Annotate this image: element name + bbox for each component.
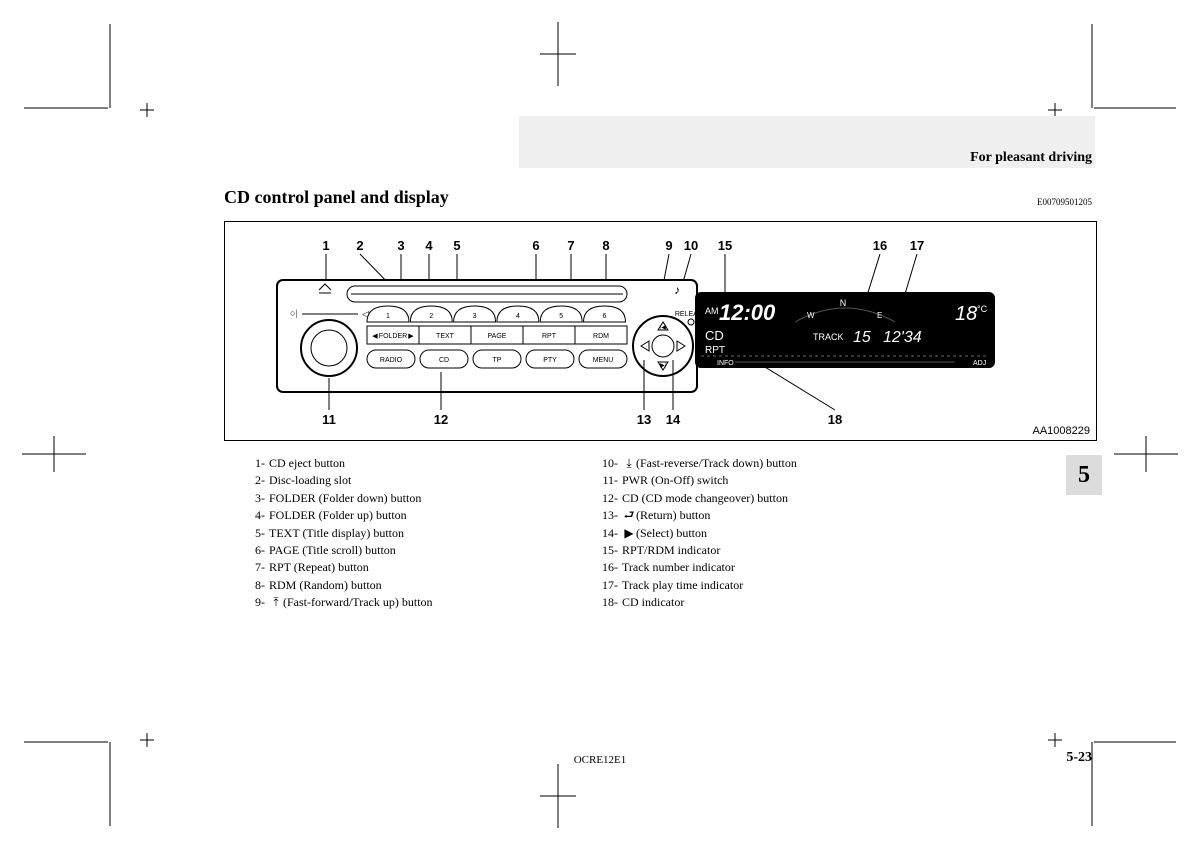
svg-text:RADIO: RADIO <box>380 357 403 364</box>
legend-item: 4- FOLDER (Folder up) button <box>245 507 585 524</box>
page-number: 5-23 <box>1066 750 1092 766</box>
svg-text:4: 4 <box>516 313 520 320</box>
svg-text:MENU: MENU <box>593 357 614 364</box>
legend-right: 10-⤓ (Fast-reverse/Track down) button11-… <box>598 455 958 612</box>
svg-text:2: 2 <box>429 313 433 320</box>
svg-text:PAGE: PAGE <box>488 333 507 340</box>
svg-text:RPT: RPT <box>705 345 725 356</box>
svg-text:N: N <box>840 298 847 308</box>
legend-left: 1- CD eject button2- Disc-loading slot3-… <box>245 455 585 612</box>
svg-text:CD: CD <box>705 328 724 343</box>
svg-text:10: 10 <box>684 238 698 253</box>
svg-text:6: 6 <box>603 313 607 320</box>
svg-text:INFO: INFO <box>717 360 734 367</box>
legend-item: 3- FOLDER (Folder down) button <box>245 490 585 507</box>
legend-item: 17- Track play time indicator <box>598 577 958 594</box>
svg-text:FOLDER: FOLDER <box>379 333 407 340</box>
legend-item: 2- Disc-loading slot <box>245 472 585 489</box>
legend-item: 11- PWR (On-Off) switch <box>598 472 958 489</box>
svg-text:15: 15 <box>853 329 871 346</box>
svg-text:▶|: ▶| <box>660 363 666 369</box>
svg-text:♪: ♪ <box>674 283 680 297</box>
document-id: E00709501205 <box>1037 197 1092 207</box>
svg-text:3: 3 <box>397 238 404 253</box>
svg-text:6: 6 <box>532 238 539 253</box>
page-title: CD control panel and display <box>224 187 449 208</box>
svg-text:TRACK: TRACK <box>813 332 844 342</box>
legend-item: 12- CD (CD mode changeover) button <box>598 490 958 507</box>
svg-text:ADJ: ADJ <box>973 360 986 367</box>
legend-item: 10-⤓ (Fast-reverse/Track down) button <box>598 455 958 472</box>
svg-text:3: 3 <box>473 313 477 320</box>
svg-text:14: 14 <box>666 412 681 427</box>
svg-text:|◀: |◀ <box>660 325 666 331</box>
svg-text:AM: AM <box>705 306 719 316</box>
svg-text:13: 13 <box>637 412 651 427</box>
svg-text:RDM: RDM <box>593 333 609 340</box>
legend-item: 15- RPT/RDM indicator <box>598 542 958 559</box>
svg-text:12:00: 12:00 <box>719 300 776 325</box>
svg-text:11: 11 <box>322 412 336 427</box>
svg-text:12'34: 12'34 <box>883 329 922 346</box>
svg-text:CD: CD <box>439 357 449 364</box>
legend-item: 5- TEXT (Title display) button <box>245 525 585 542</box>
diagram-frame: AA1008229 12345678910 <box>224 221 1097 441</box>
svg-text:4: 4 <box>425 238 433 253</box>
svg-text:◀: ◀ <box>372 333 378 340</box>
legend-item: 9-⤒ (Fast-forward/Track up) button <box>245 594 585 611</box>
svg-text:18: 18 <box>955 303 977 325</box>
svg-text:RPT: RPT <box>542 333 557 340</box>
svg-text:▶: ▶ <box>408 333 414 340</box>
svg-text:12: 12 <box>434 412 448 427</box>
legend-item: 14-▶ (Select) button <box>598 525 958 542</box>
legend-item: 1- CD eject button <box>245 455 585 472</box>
svg-text:2: 2 <box>356 238 363 253</box>
section-header: For pleasant driving <box>970 150 1092 166</box>
legend-item: 18- CD indicator <box>598 594 958 611</box>
svg-text:TEXT: TEXT <box>436 333 455 340</box>
svg-text:1: 1 <box>322 238 329 253</box>
chapter-tab: 5 <box>1066 455 1102 495</box>
svg-text:○|: ○| <box>290 308 297 318</box>
legend-item: 6- PAGE (Title scroll) button <box>245 542 585 559</box>
legend-item: 7- RPT (Repeat) button <box>245 559 585 576</box>
legend-item: 8- RDM (Random) button <box>245 577 585 594</box>
svg-text:°C: °C <box>977 304 988 314</box>
svg-text:W: W <box>807 311 815 320</box>
svg-text:E: E <box>877 311 882 320</box>
svg-text:7: 7 <box>567 238 574 253</box>
legend-item: 16- Track number indicator <box>598 559 958 576</box>
svg-text:9: 9 <box>665 238 672 253</box>
svg-text:1: 1 <box>386 313 390 320</box>
footer-code: OCRE12E1 <box>574 754 627 766</box>
legend-item: 13-⮐ (Return) button <box>598 507 958 524</box>
svg-text:8: 8 <box>602 238 609 253</box>
svg-text:17: 17 <box>910 238 924 253</box>
svg-text:TP: TP <box>493 357 502 364</box>
svg-text:5: 5 <box>453 238 460 253</box>
cd-panel-diagram: 12345678910 ♪ <box>225 222 1098 442</box>
svg-text:15: 15 <box>718 238 732 253</box>
svg-text:5: 5 <box>559 313 563 320</box>
svg-text:PTY: PTY <box>543 357 557 364</box>
svg-text:18: 18 <box>828 412 842 427</box>
svg-text:16: 16 <box>873 238 887 253</box>
